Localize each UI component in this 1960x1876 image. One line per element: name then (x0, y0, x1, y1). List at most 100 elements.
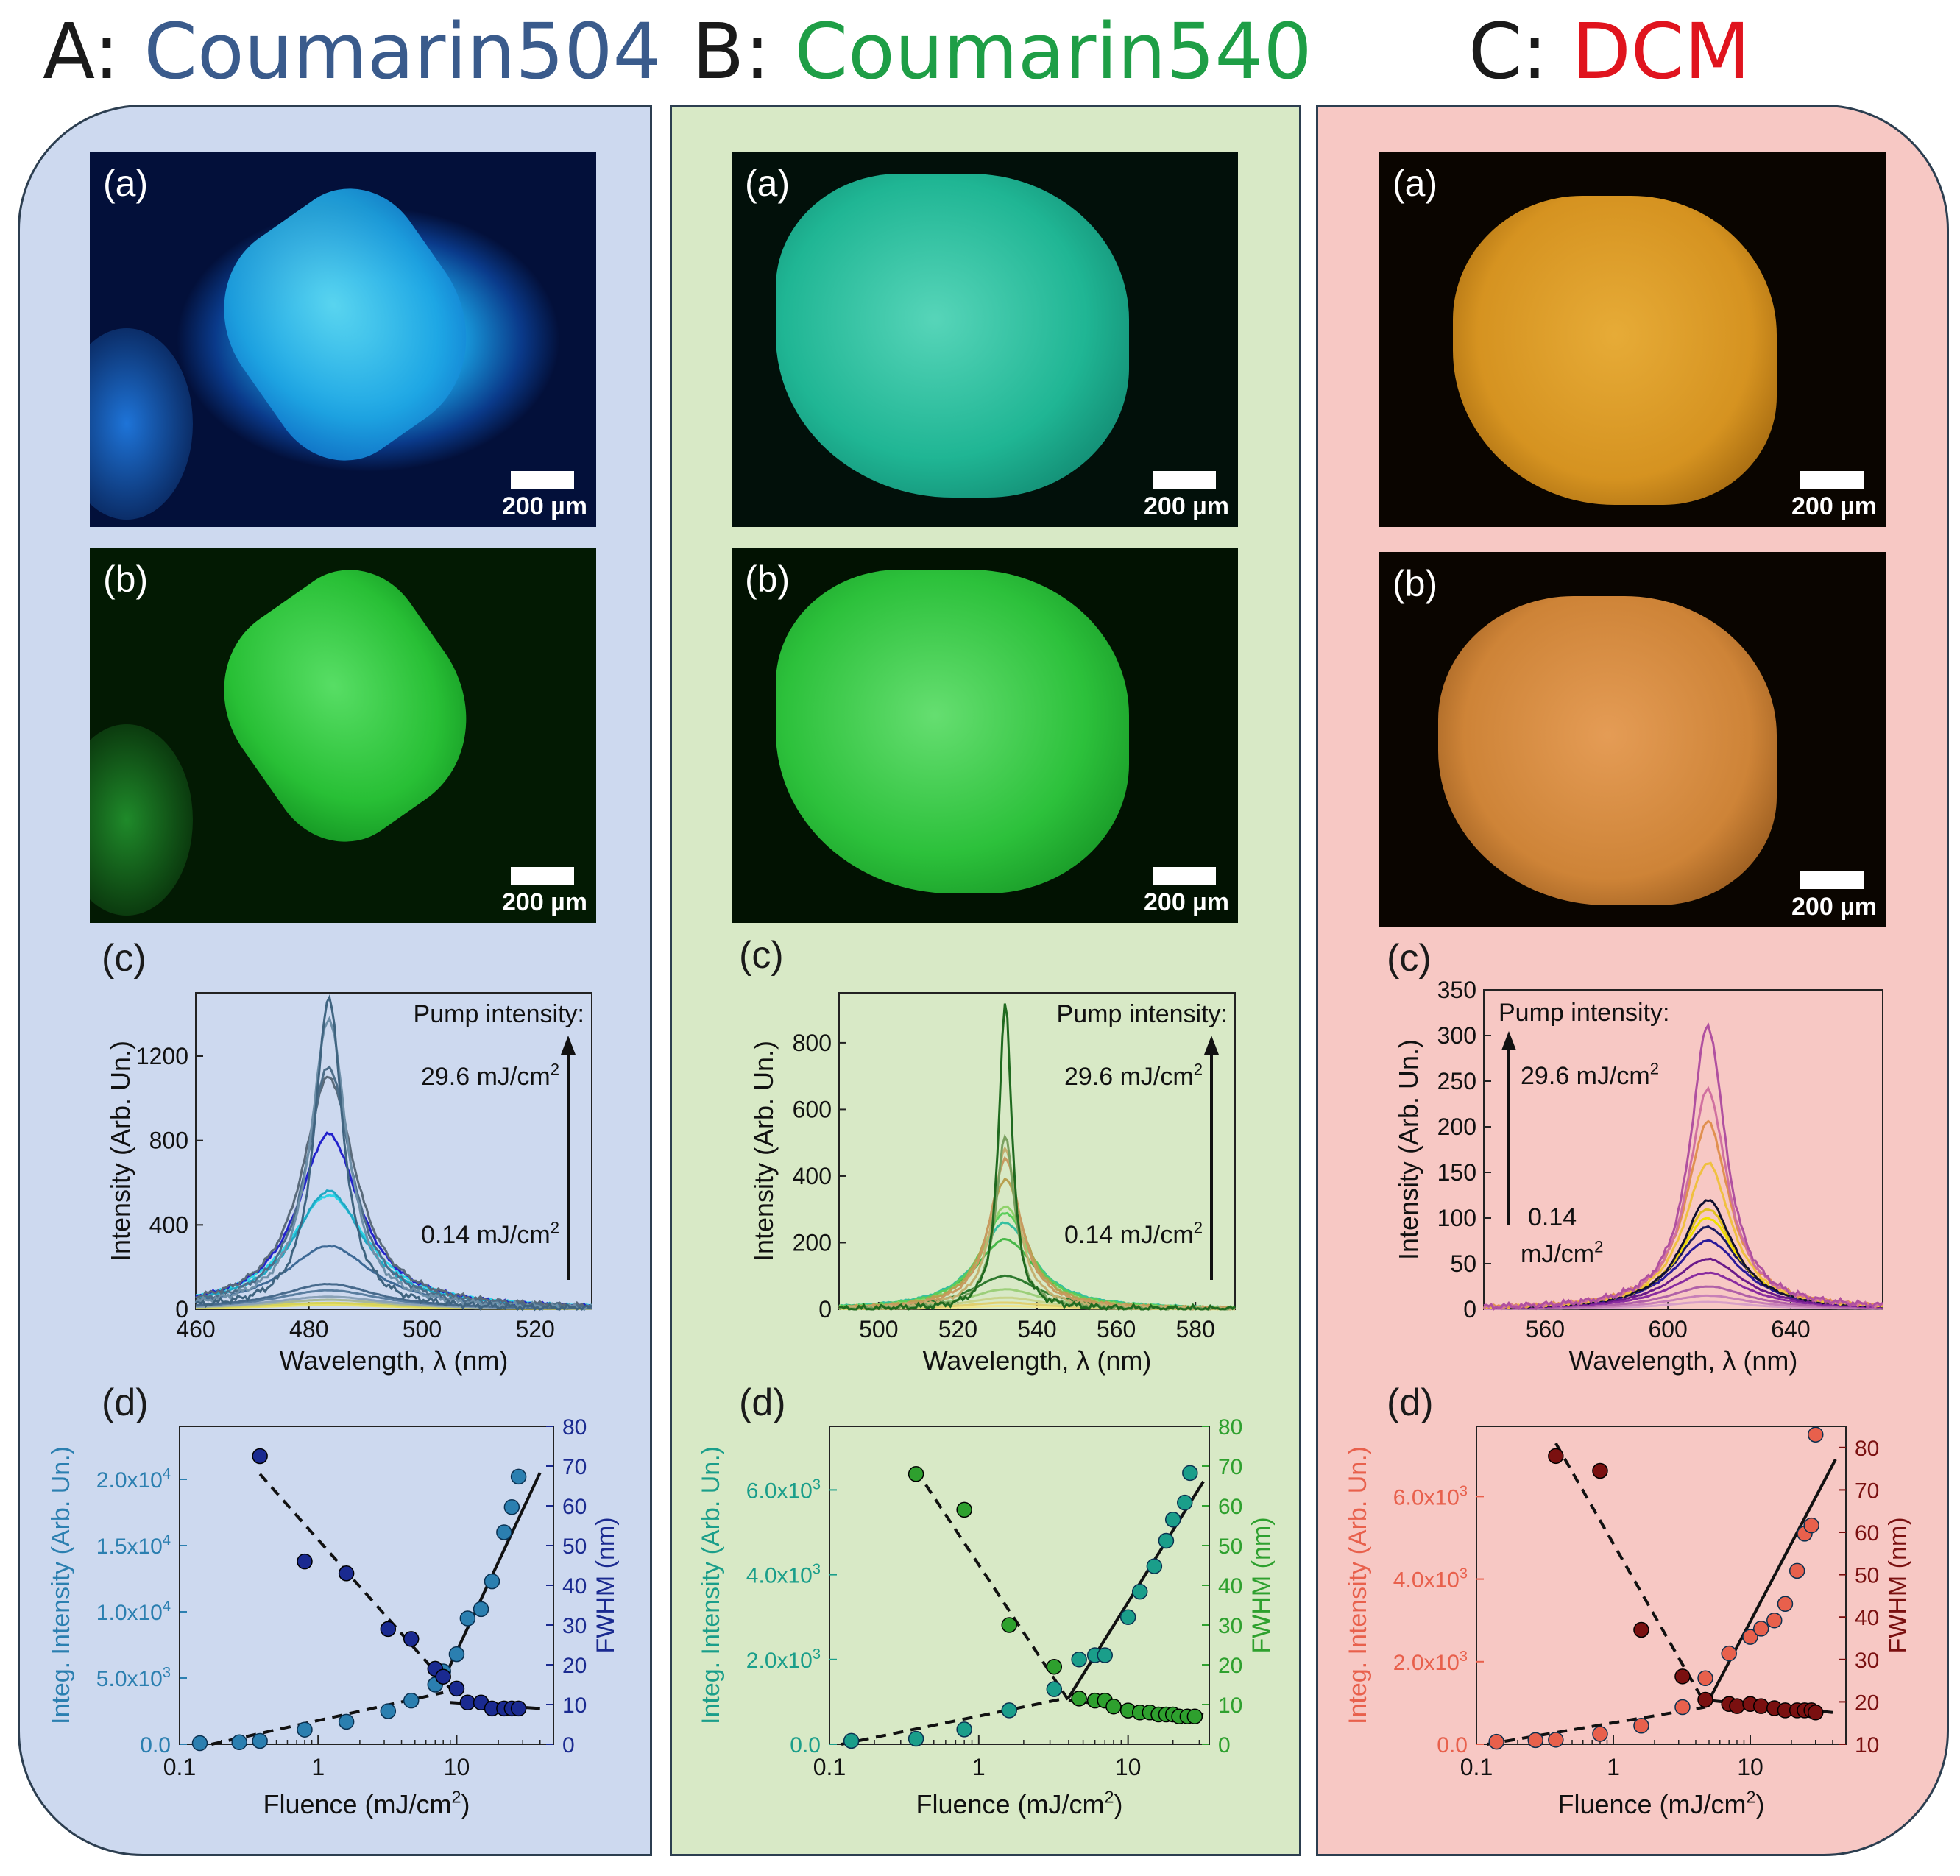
photo-c-b: (b) 200 µm (1379, 552, 1886, 927)
integ-point (1071, 1652, 1087, 1668)
integ-point (1777, 1596, 1794, 1612)
integ-point (252, 1732, 268, 1749)
x-tick-label: 10 (444, 1754, 470, 1780)
pump-arrowhead (1501, 1031, 1516, 1050)
y-right-tick-label: 80 (1218, 1415, 1242, 1440)
y-right-tick-label: 40 (562, 1574, 587, 1599)
scale-bar (511, 471, 574, 489)
integ-point (1742, 1629, 1758, 1645)
integ-point (1001, 1702, 1017, 1719)
y-right-tick-label: 0 (562, 1733, 575, 1758)
integ-point (1803, 1517, 1819, 1534)
spectrum-series (195, 994, 592, 1312)
y-tick-label: 0 (175, 1296, 188, 1323)
plot-frame (1476, 1426, 1847, 1745)
fit-fwhm-below (914, 1469, 1070, 1702)
x-axis-label: Wavelength, λ (nm) (280, 1345, 509, 1376)
integ-point (956, 1721, 972, 1738)
scale-bar (1800, 471, 1864, 489)
x-tick-label: 540 (1017, 1316, 1056, 1342)
y-right-tick-label: 30 (1855, 1649, 1879, 1673)
y-right-tick-label: 60 (1218, 1495, 1242, 1519)
fwhm-point (1674, 1668, 1691, 1685)
y-left-axis-label: Integ. Intensity (Arb. Un.) (47, 1446, 75, 1724)
plot-frame (1483, 989, 1883, 1310)
integ-point (1182, 1465, 1198, 1482)
y-left-tick-label: 5.0x103 (96, 1665, 171, 1691)
integ-point (503, 1499, 520, 1515)
fwhm-point (459, 1694, 476, 1711)
x-tick-label: 10 (1737, 1754, 1763, 1780)
label-a-d: (d) (102, 1381, 149, 1424)
scale-bar (511, 867, 574, 885)
y-left-tick-label: 1.0x104 (96, 1599, 171, 1625)
integ-point (1119, 1609, 1136, 1625)
integ-point (403, 1692, 420, 1709)
y-right-tick-label: 70 (1855, 1479, 1879, 1503)
x-tick-label: 1 (311, 1754, 325, 1780)
fwhm-point (1752, 1698, 1769, 1714)
y-tick-label: 150 (1437, 1159, 1476, 1186)
annotation-high: 29.6 mJ/cm2 (421, 1060, 559, 1091)
y-right-tick-label: 10 (562, 1693, 587, 1718)
fit-integ-below (1487, 1705, 1706, 1746)
photo-label: (b) (745, 559, 790, 600)
y-left-axis-label: Integ. Intensity (Arb. Un.) (1344, 1446, 1372, 1724)
x-tick-label: 500 (859, 1316, 898, 1342)
y-axis-label: Intensity (Arb. Un.) (1393, 1039, 1423, 1260)
integ-point (297, 1721, 313, 1738)
scale-bar (1153, 471, 1216, 489)
y-right-tick-label: 30 (562, 1614, 587, 1638)
photo-b-b: (b) 200 µm (732, 548, 1238, 923)
photo-label: (b) (103, 559, 149, 600)
y-tick-label: 800 (149, 1128, 188, 1154)
x-axis-label: Wavelength, λ (nm) (923, 1345, 1152, 1376)
x-tick-label: 0.1 (813, 1754, 846, 1780)
annotation-title: Pump intensity: (414, 1000, 584, 1028)
title-a-letter: A: (43, 7, 120, 96)
x-tick-label: 0.1 (163, 1754, 196, 1780)
x-tick-label: 480 (289, 1316, 328, 1342)
title-b-dye: Coumarin540 (794, 7, 1312, 96)
integ-point (1488, 1733, 1504, 1750)
integ-point (1721, 1645, 1737, 1662)
integ-point (1766, 1612, 1783, 1629)
photo-label: (b) (1393, 563, 1438, 604)
x-tick-label: 640 (1771, 1316, 1810, 1342)
y-left-tick-label: 0.0 (140, 1733, 171, 1758)
photo-c-a: (a) 200 µm (1379, 152, 1886, 527)
crystal-shape (1438, 596, 1777, 905)
y-left-tick-label: 4.0x103 (746, 1562, 821, 1588)
fwhm-point (448, 1680, 465, 1697)
x-tick-label: 500 (403, 1316, 442, 1342)
x-tick-label: 1 (1607, 1754, 1620, 1780)
photo-label: (a) (745, 163, 790, 204)
integ-point (496, 1524, 512, 1540)
y-tick-label: 1200 (136, 1043, 188, 1069)
integ-point (1674, 1699, 1691, 1716)
integ-point (231, 1734, 247, 1751)
y-right-tick-label: 70 (562, 1455, 587, 1479)
x-tick-label: 600 (1648, 1316, 1687, 1342)
fwhm-point (1729, 1698, 1745, 1714)
label-b-d: (d) (739, 1381, 786, 1424)
y-right-tick-label: 50 (562, 1535, 587, 1559)
y-right-tick-label: 80 (562, 1415, 587, 1440)
integ-point (459, 1610, 476, 1627)
fwhm-point (297, 1553, 313, 1570)
y-right-tick-label: 80 (1855, 1437, 1879, 1461)
photo-a-b: (b) 200 µm (90, 548, 596, 923)
integ-point (1131, 1583, 1148, 1600)
x-tick-label: 460 (176, 1316, 215, 1342)
fwhm-point (435, 1668, 451, 1685)
integ-point (1697, 1670, 1713, 1686)
y-tick-label: 800 (793, 1030, 832, 1056)
integ-point (843, 1732, 860, 1749)
scale-bar-text: 200 µm (1144, 888, 1229, 916)
label-b-c: (c) (739, 934, 784, 977)
y-left-tick-label: 0.0 (790, 1733, 821, 1758)
crystal-shape (776, 174, 1129, 498)
x-tick-label: 580 (1176, 1316, 1215, 1342)
